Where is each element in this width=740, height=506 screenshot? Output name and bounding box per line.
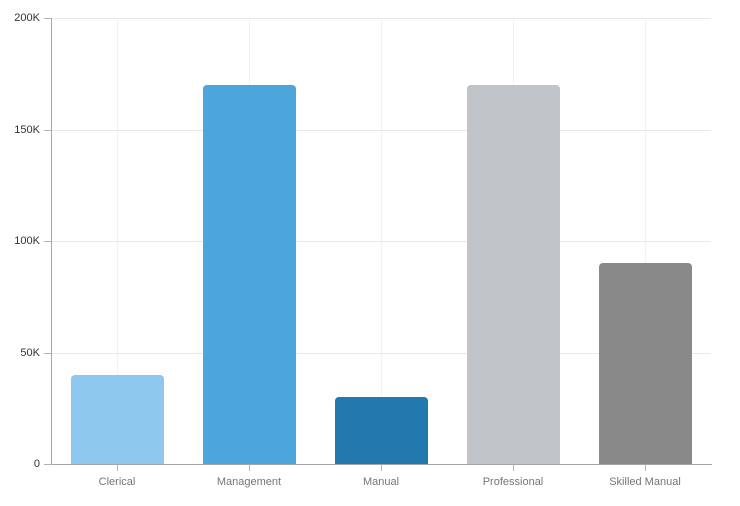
y-axis-label: 200K xyxy=(14,12,40,24)
bar-skilled-manual[interactable] xyxy=(599,263,692,464)
x-axis-label: Professional xyxy=(482,476,544,488)
bar-professional[interactable] xyxy=(467,85,560,464)
y-axis-tick xyxy=(44,130,51,131)
x-axis-label: Management xyxy=(216,476,282,488)
y-axis-label: 150K xyxy=(14,124,40,136)
y-axis-tick xyxy=(44,241,51,242)
y-axis-line xyxy=(51,18,52,464)
x-axis-label: Manual xyxy=(362,476,400,488)
bar-management[interactable] xyxy=(203,85,296,464)
x-axis-tick xyxy=(645,465,646,471)
bar-manual[interactable] xyxy=(335,397,428,464)
y-axis-tick xyxy=(44,353,51,354)
y-axis-label: 100K xyxy=(14,235,40,247)
gridline-horizontal xyxy=(51,353,711,354)
x-axis-label: Skilled Manual xyxy=(609,476,681,488)
x-axis-tick xyxy=(513,465,514,471)
y-axis-tick xyxy=(44,464,51,465)
x-axis-label: Clerical xyxy=(98,476,136,488)
y-axis-label: 50K xyxy=(20,347,40,359)
bar-clerical[interactable] xyxy=(71,375,164,464)
gridline-horizontal xyxy=(51,241,711,242)
x-axis-tick xyxy=(249,465,250,471)
gridline-horizontal xyxy=(51,18,711,19)
x-axis-line xyxy=(51,464,712,465)
y-axis-tick xyxy=(44,18,51,19)
x-axis-tick xyxy=(117,465,118,471)
gridline-horizontal xyxy=(51,130,711,131)
y-axis-label: 0 xyxy=(33,458,40,470)
x-axis-tick xyxy=(381,465,382,471)
